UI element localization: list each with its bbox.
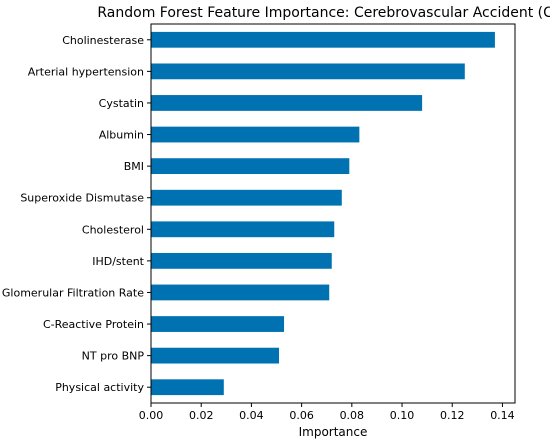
bar	[151, 379, 224, 396]
bar	[151, 316, 285, 332]
y-tick-label: Arterial hypertension	[28, 65, 144, 78]
y-tick-label: C-Reactive Protein	[43, 318, 144, 331]
x-tick-label: 0.06	[289, 409, 314, 422]
y-tick-label: IHD/stent	[92, 255, 144, 268]
y-tick-label: Cholinesterase	[62, 34, 144, 47]
y-tick-label: Physical activity	[55, 381, 144, 394]
bar	[151, 158, 350, 175]
x-tick-label: 0.10	[390, 409, 415, 422]
bar	[151, 95, 423, 111]
bar	[151, 221, 335, 238]
y-tick-label: NT pro BNP	[82, 350, 145, 363]
y-tick-label: Superoxide Dismutase	[20, 192, 144, 205]
y-tick-label: Cystatin	[99, 97, 144, 110]
bar	[151, 63, 465, 80]
x-tick-label: 0.12	[440, 409, 465, 422]
y-tick-labels: Cholinesterase Arterial hypertension Cysta…	[2, 34, 151, 394]
y-tick-label: Glomerular Filtration Rate	[2, 286, 144, 299]
x-tick-label: 0.14	[490, 409, 515, 422]
bars-layer	[151, 31, 495, 396]
x-tick-label: 0.02	[189, 409, 214, 422]
x-axis-ticks: 0.00 0.02 0.04 0.06 0.08 0.10 0.12 0.14	[139, 403, 515, 422]
x-tick-label: 0.00	[139, 409, 164, 422]
y-tick-label: BMI	[124, 160, 144, 173]
plot-frame	[150, 23, 516, 404]
bar	[151, 252, 332, 269]
chart-title: Random Forest Feature Importance: Cerebr…	[97, 5, 550, 21]
bar	[151, 126, 360, 143]
x-axis-title: Importance	[299, 425, 368, 439]
bar	[151, 189, 342, 206]
y-tick-label: Cholesterol	[82, 223, 144, 236]
bar	[151, 347, 280, 364]
x-tick-label: 0.08	[340, 409, 365, 422]
bar	[151, 31, 495, 48]
y-tick-label: Albumin	[99, 129, 144, 142]
bar	[151, 284, 330, 301]
x-tick-label: 0.04	[239, 409, 264, 422]
